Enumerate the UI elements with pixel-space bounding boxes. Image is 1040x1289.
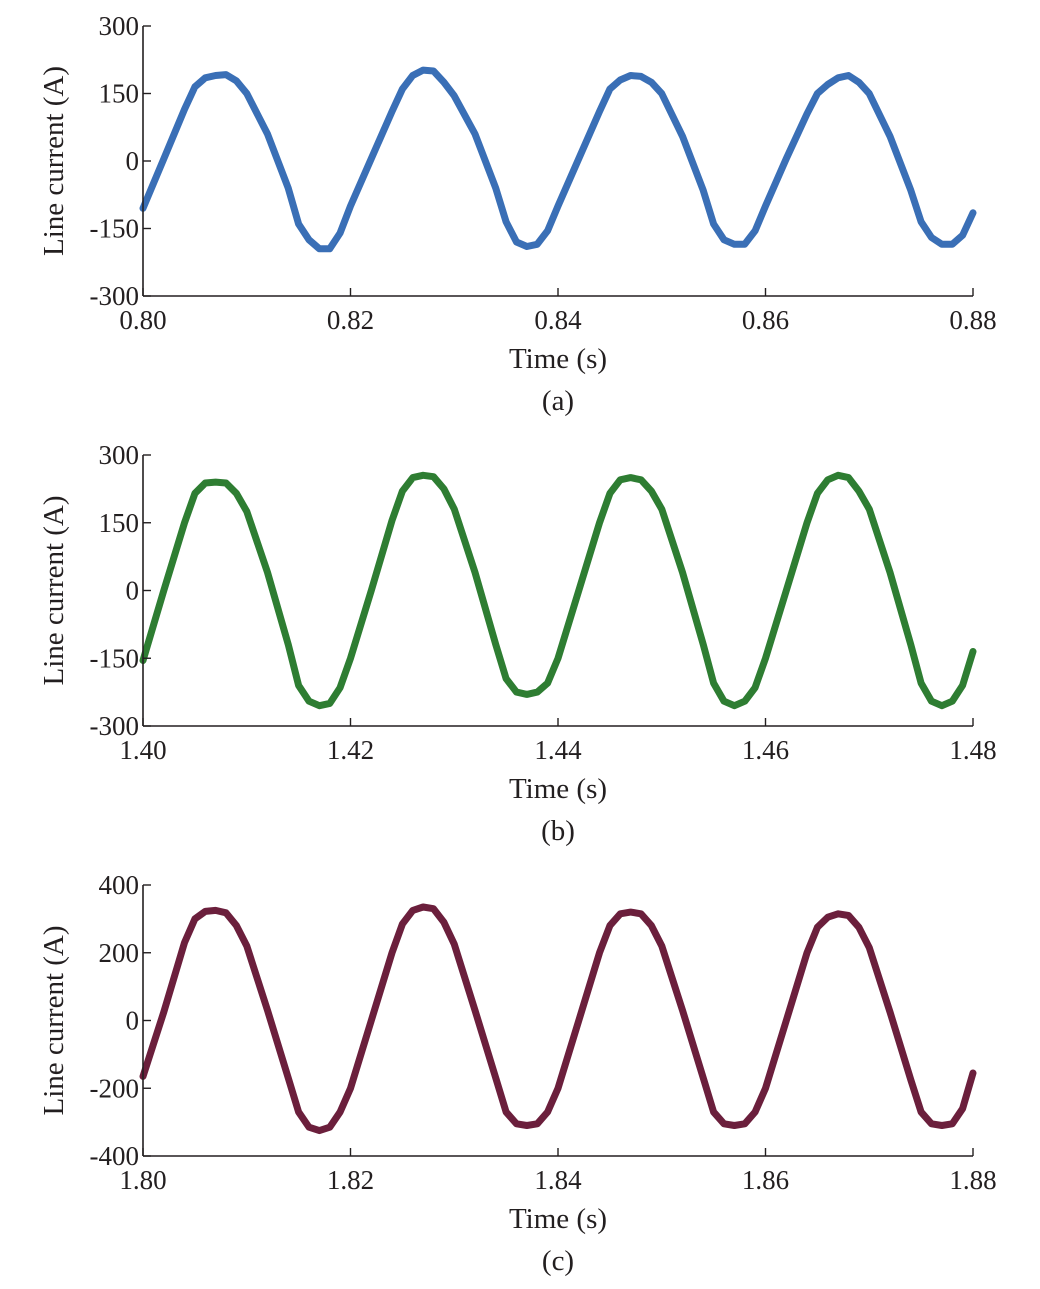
y-tick-label: -150 (90, 643, 140, 673)
x-tick-label: 1.44 (534, 735, 582, 765)
x-tick-label: 0.80 (119, 305, 166, 335)
x-tick-label: 1.82 (327, 1165, 374, 1195)
y-axis-title: Line current (A) (38, 925, 70, 1115)
y-tick-label: -300 (90, 711, 140, 741)
x-tick-label: 0.86 (742, 305, 789, 335)
x-axis-title: Time (s) (509, 343, 607, 375)
panel-label: (c) (542, 1245, 574, 1277)
x-tick-label: 1.40 (119, 735, 166, 765)
y-tick-label: 0 (126, 576, 140, 606)
y-tick-label: -200 (90, 1073, 140, 1103)
y-tick-label: 200 (99, 938, 140, 968)
x-tick-label: 1.42 (327, 735, 374, 765)
x-tick-label: 1.46 (742, 735, 789, 765)
y-tick-label: -400 (90, 1141, 140, 1171)
y-axis-title: Line current (A) (38, 495, 70, 685)
y-tick-label: 150 (99, 508, 140, 538)
panel-label: (a) (542, 385, 574, 417)
y-tick-label: -300 (90, 281, 140, 311)
chart-panel-3: -400 -200 0 200 400 1.80 1.82 1.84 1.86 1.88 Time … (38, 870, 997, 1277)
y-tick-label: 0 (126, 1006, 140, 1036)
y-tick-label: 150 (99, 79, 140, 109)
x-axis-title: Time (s) (509, 1203, 607, 1235)
x-tick-label: 1.48 (949, 735, 996, 765)
series-line-1-1 (139, 66, 977, 253)
y-tick-label: 300 (99, 11, 140, 41)
y-tick-label: 0 (126, 146, 140, 176)
x-tick-label: 0.88 (949, 305, 996, 335)
y-axis-title: Line current (A) (38, 66, 70, 256)
y-tick-label: 300 (99, 440, 140, 470)
x-tick-label: 1.86 (742, 1165, 789, 1195)
x-tick-label: 1.88 (949, 1165, 996, 1195)
x-tick-label: 0.82 (327, 305, 374, 335)
panel-label: (b) (541, 815, 575, 847)
x-tick-label: 1.80 (119, 1165, 166, 1195)
series-line-3-1 (139, 903, 977, 1135)
y-tick-label: -150 (90, 214, 140, 244)
x-tick-label: 0.84 (534, 305, 582, 335)
chart-panel-1: -300 -150 0 150 300 0.80 0.82 0.84 0.86 0.88 Time … (38, 11, 997, 417)
series-line-2-1 (139, 471, 977, 710)
x-axis-title: Time (s) (509, 773, 607, 805)
y-tick-label: 400 (99, 870, 140, 900)
x-tick-label: 1.84 (534, 1165, 582, 1195)
chart-panel-2: -300 -150 0 150 300 1.40 1.42 1.44 1.46 1.48 Time … (38, 440, 997, 847)
